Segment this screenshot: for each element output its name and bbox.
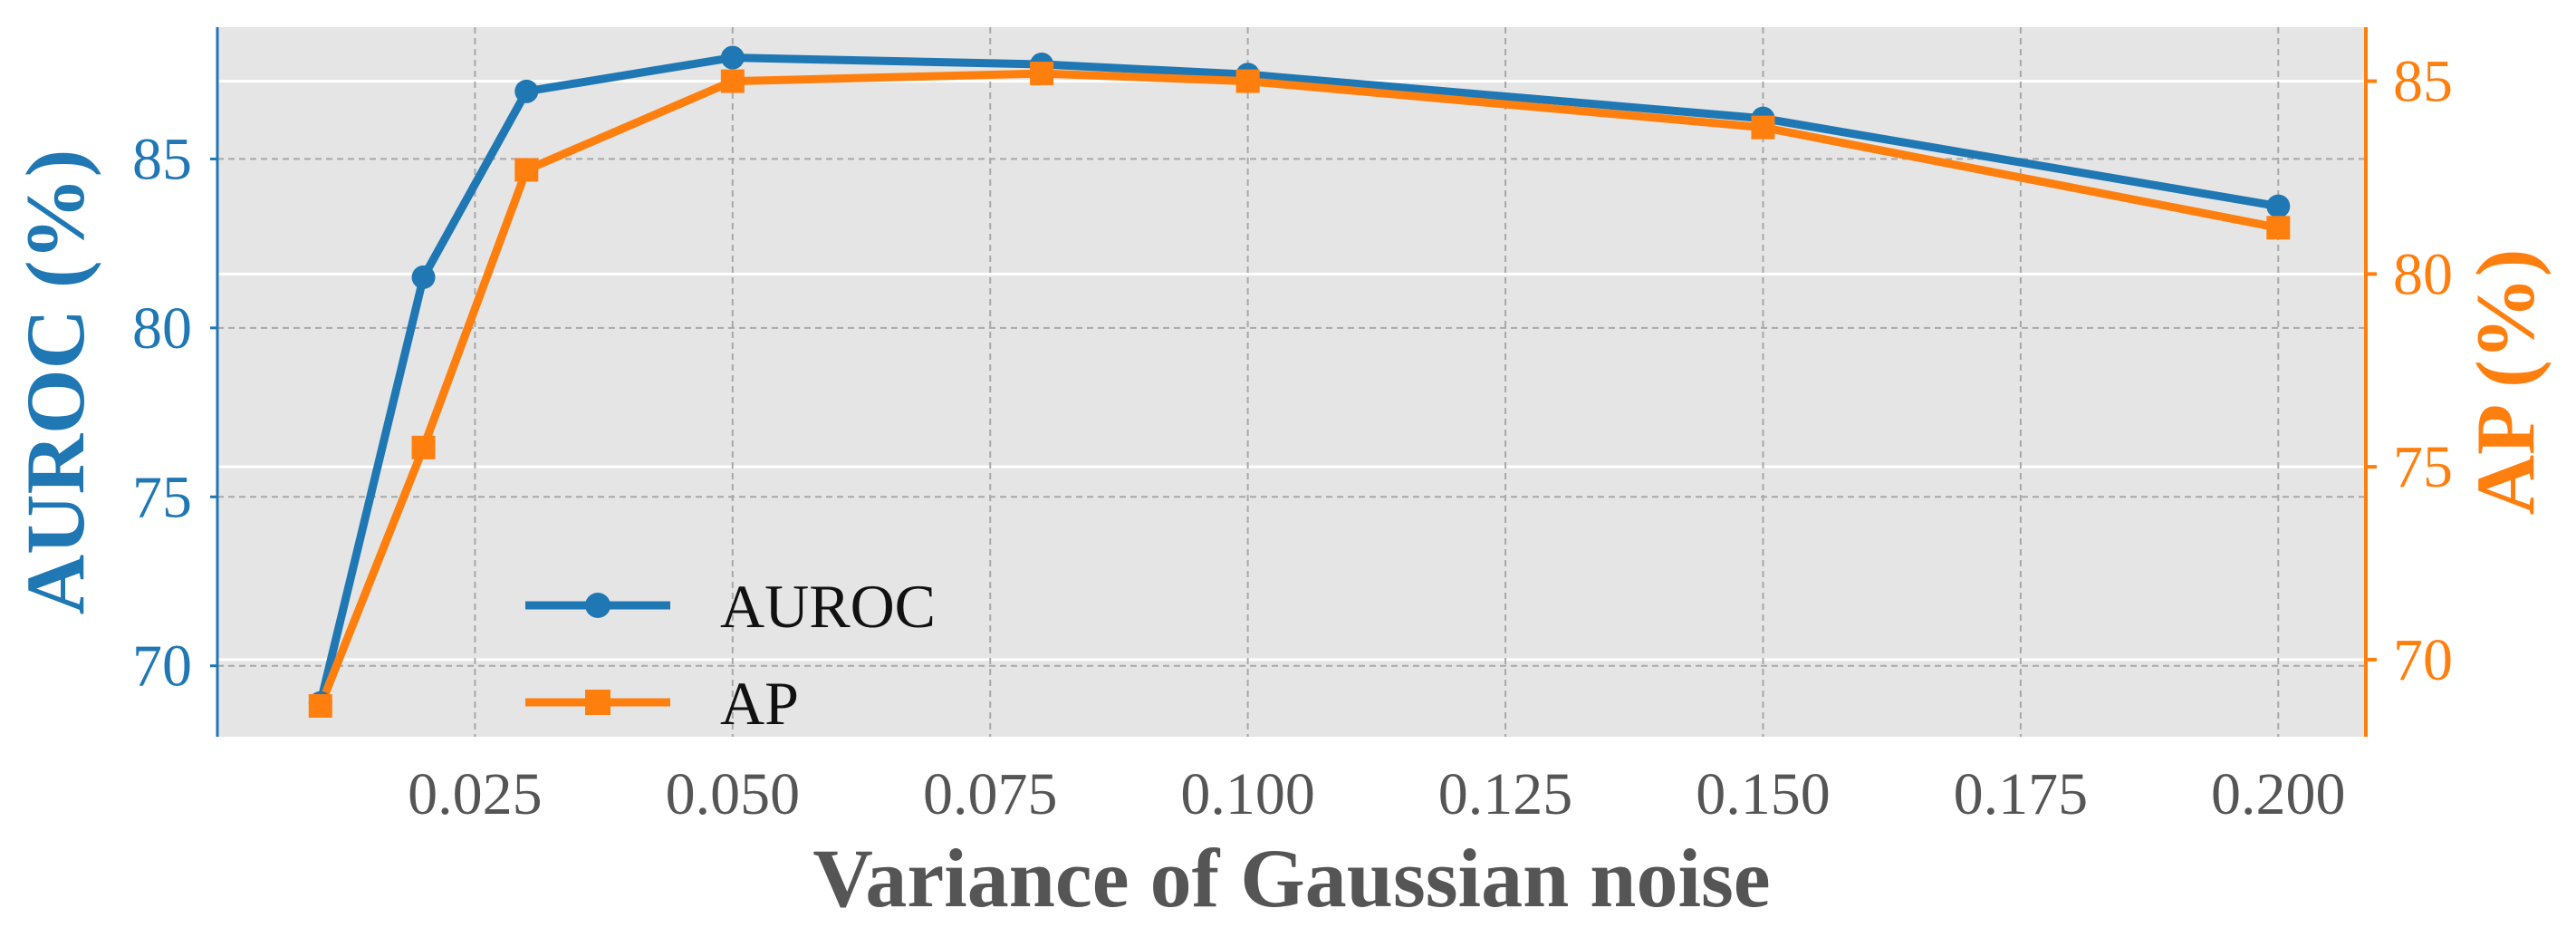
x-tick-label: 0.175 (1954, 761, 2089, 827)
legend-label-auroc: AUROC (720, 572, 936, 641)
y-left-tick-label: 80 (132, 295, 192, 362)
data-point-ap (1751, 115, 1775, 140)
data-point-ap (308, 693, 332, 718)
data-point-ap (2266, 216, 2291, 240)
data-point-auroc (514, 79, 539, 103)
legend-marker-auroc (585, 593, 610, 618)
x-tick-label: 0.150 (1696, 761, 1831, 827)
y-axis-right-label: AP (%) (2459, 249, 2552, 516)
data-point-ap (720, 69, 745, 93)
x-tick-label: 0.025 (408, 761, 543, 827)
axes (210, 27, 2377, 737)
y-left-tick-label: 85 (132, 126, 192, 192)
data-point-ap (1235, 69, 1260, 93)
legend-label-ap: AP (720, 669, 799, 738)
y-axis-left-label: AUROC (%) (9, 150, 101, 615)
y-right-tick-label: 70 (2393, 627, 2453, 693)
series-lines (316, 53, 2280, 708)
data-point-auroc (720, 45, 745, 70)
tick-labels: 0.025 0.050 0.075 0.100 0.125 0.150 0.175 0.200… (132, 49, 2453, 827)
y-right-tick-label: 75 (2393, 434, 2453, 500)
data-point-ap (411, 435, 436, 459)
x-tick-label: 0.050 (666, 761, 801, 827)
series-line-ap (316, 69, 2280, 708)
data-point-auroc (2266, 194, 2291, 218)
y-right-tick-label: 85 (2393, 49, 2453, 115)
legend: AUROC AP (525, 572, 936, 738)
data-point-auroc (411, 265, 436, 289)
y-left-tick-label: 75 (132, 464, 192, 530)
y-left-tick-label: 70 (132, 633, 192, 700)
x-tick-label: 0.125 (1438, 761, 1573, 827)
x-tick-label: 0.200 (2211, 761, 2346, 827)
x-tick-label: 0.100 (1180, 761, 1315, 827)
plot-area (217, 27, 2366, 737)
x-axis-label: Variance of Gaussian noise (812, 832, 1770, 924)
series-line-auroc (316, 53, 2280, 704)
x-tick-label: 0.075 (923, 761, 1058, 827)
y-right-tick-label: 80 (2393, 241, 2453, 307)
series-markers (308, 45, 2291, 718)
data-point-ap (514, 158, 539, 182)
legend-marker-ap (585, 690, 610, 715)
data-point-ap (1030, 62, 1054, 86)
